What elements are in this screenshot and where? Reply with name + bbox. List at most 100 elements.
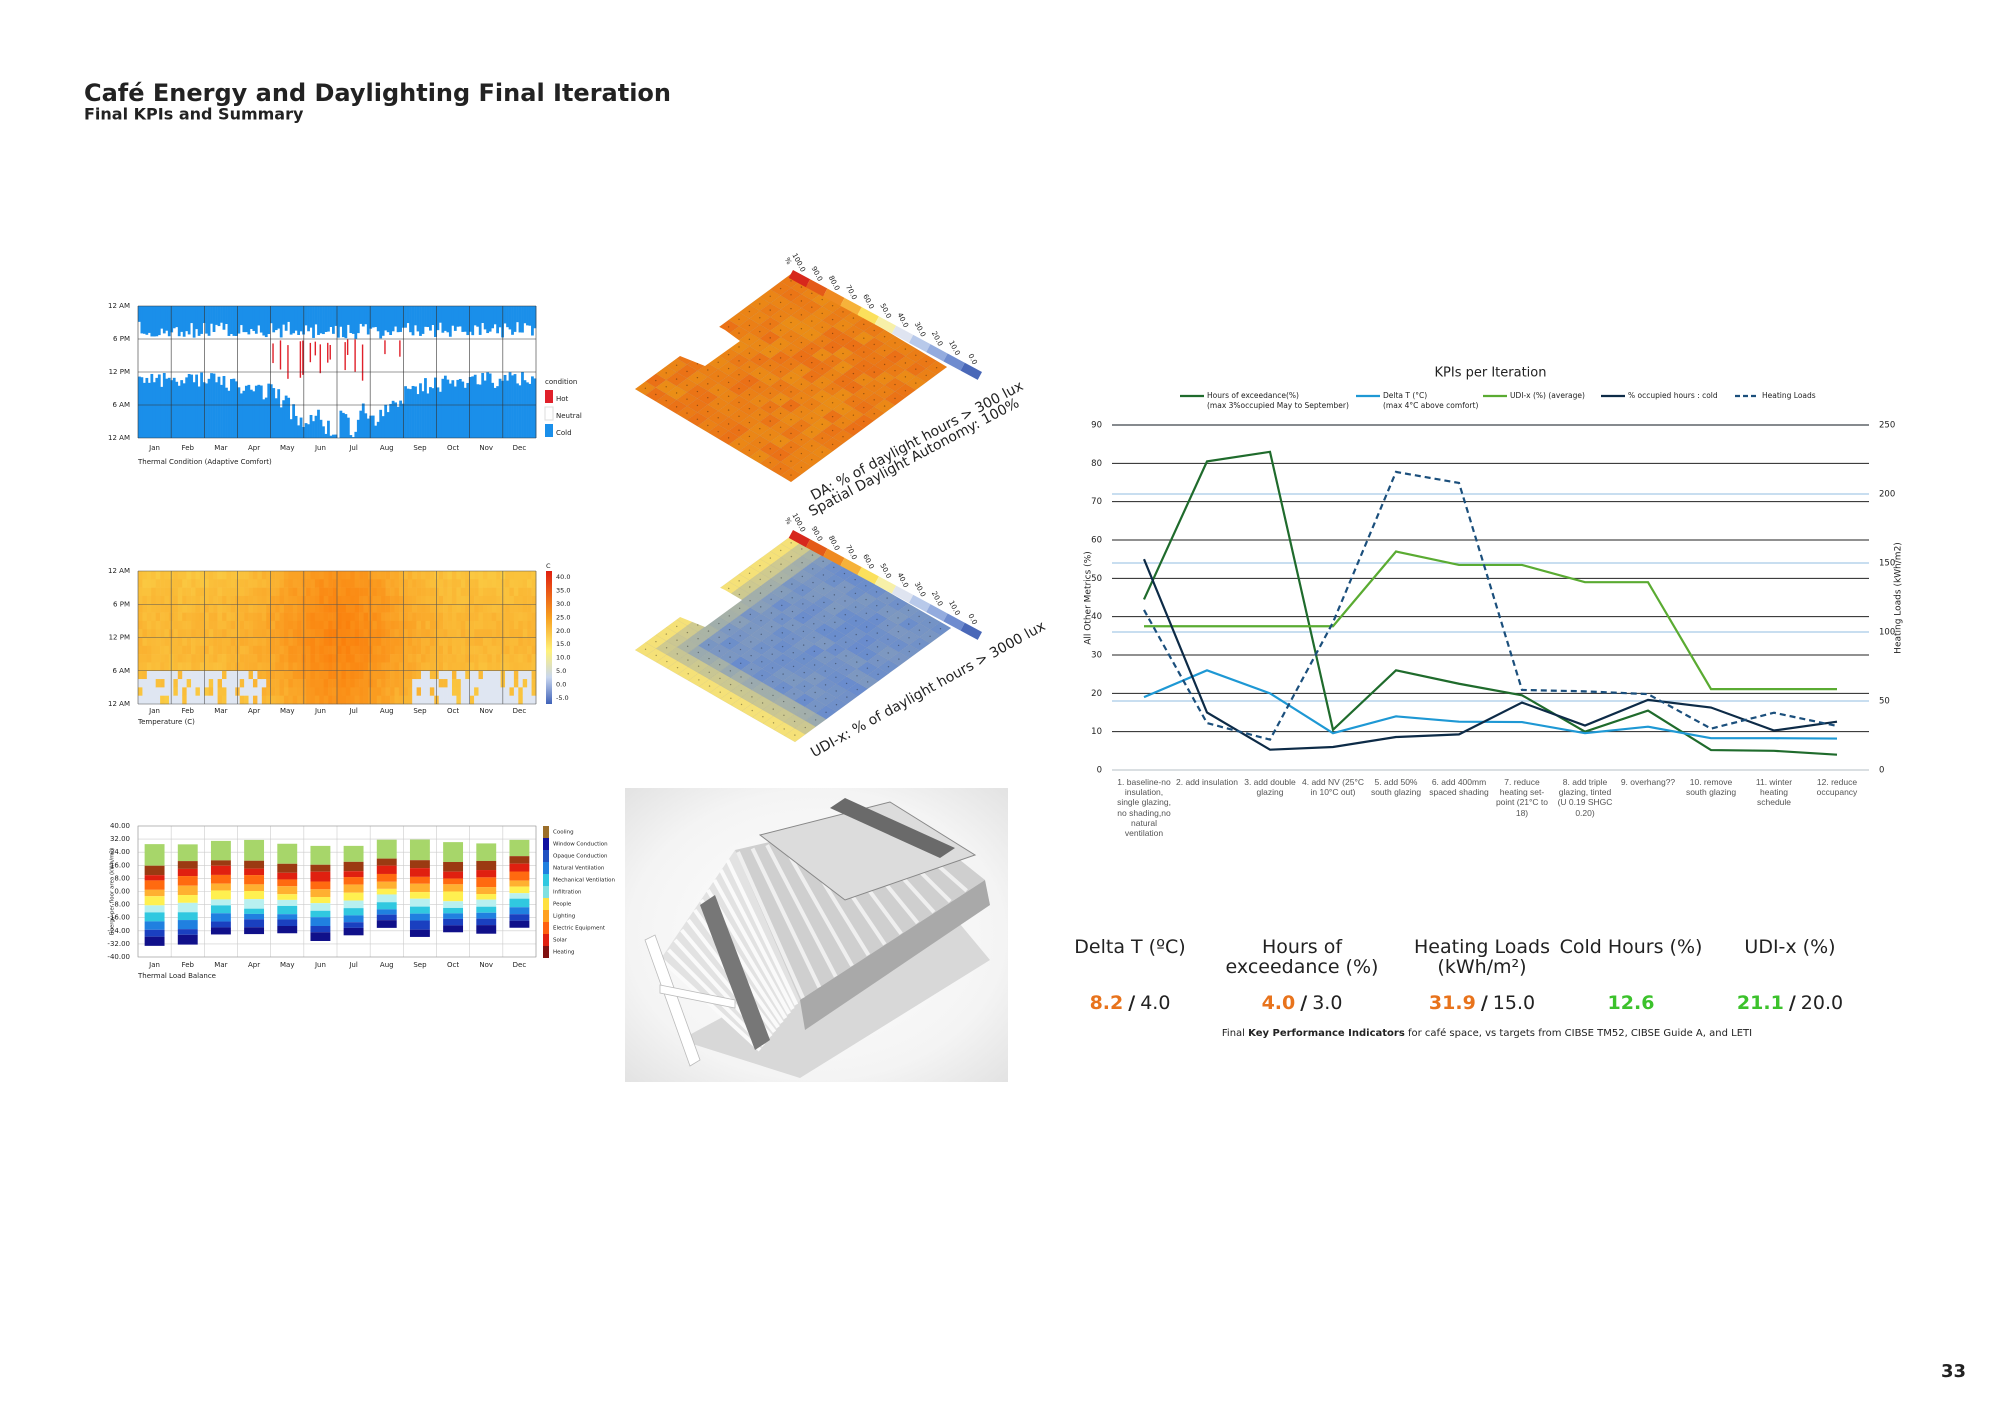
x-tick-label: 10. remove south glazing bbox=[1685, 777, 1737, 798]
cold-hours bbox=[523, 306, 527, 324]
heat-cell bbox=[456, 654, 462, 663]
heat-cell bbox=[451, 587, 457, 597]
y-axis-title: All Other Metrics (%) bbox=[1084, 551, 1094, 645]
cold-hours bbox=[431, 306, 435, 326]
cold-hours bbox=[247, 384, 251, 438]
heat-cell bbox=[447, 645, 453, 655]
heat-cell bbox=[323, 612, 329, 622]
load-segment bbox=[409, 883, 430, 893]
cell-dot bbox=[727, 437, 730, 439]
cell-dot bbox=[800, 341, 803, 344]
heat-cell bbox=[328, 637, 333, 647]
cell-dot bbox=[833, 580, 835, 582]
heat-cell bbox=[257, 604, 263, 613]
y-tick-label: -32.00 bbox=[107, 940, 130, 948]
heat-cell bbox=[425, 595, 431, 605]
cold-hours bbox=[317, 409, 320, 438]
cell-dot bbox=[779, 371, 782, 373]
cell-dot bbox=[759, 330, 761, 333]
heat-cell bbox=[385, 587, 391, 597]
heat-cell bbox=[531, 629, 537, 638]
heat-cell bbox=[496, 629, 501, 638]
cell-dot bbox=[779, 287, 782, 290]
heat-cell bbox=[390, 687, 395, 696]
heat-cell bbox=[261, 654, 267, 663]
cell-dot bbox=[873, 399, 875, 401]
heat-cell bbox=[204, 629, 210, 638]
color-bar-step bbox=[840, 557, 862, 576]
cold-hours bbox=[299, 417, 303, 438]
cold-hours bbox=[458, 378, 462, 438]
kpi-header: Heating Loads (kWh/m²) bbox=[1414, 936, 1550, 978]
cell-dot bbox=[877, 659, 879, 662]
scale-label: 60.0 bbox=[861, 553, 875, 571]
heat-cell bbox=[527, 629, 532, 638]
heat-cell bbox=[186, 695, 192, 705]
heat-cell bbox=[151, 629, 156, 638]
cell-dot bbox=[863, 379, 865, 381]
cold-hours bbox=[458, 306, 462, 327]
month-label: Oct bbox=[447, 444, 459, 452]
heat-cell bbox=[372, 654, 378, 663]
heat-cell bbox=[323, 654, 329, 663]
chart-caption: Thermal Load Balance bbox=[137, 972, 216, 980]
heat-cell bbox=[474, 695, 479, 705]
heat-cell bbox=[451, 595, 457, 605]
cell-dot bbox=[844, 586, 846, 588]
heat-cell bbox=[248, 579, 254, 588]
heat-cell bbox=[275, 571, 280, 580]
heat-cell bbox=[390, 662, 395, 672]
heat-cell bbox=[283, 612, 289, 622]
heat-cell bbox=[527, 679, 532, 688]
cell-dot bbox=[801, 548, 803, 550]
cell-dot bbox=[886, 624, 889, 627]
heat-cell bbox=[491, 662, 497, 672]
month-label: Jun bbox=[314, 707, 326, 715]
heat-cell bbox=[283, 637, 289, 647]
heat-cell bbox=[509, 595, 515, 605]
heat-cell bbox=[509, 695, 515, 705]
heat-cell bbox=[332, 595, 338, 605]
heat-cell bbox=[146, 595, 152, 605]
heat-cell bbox=[381, 587, 386, 597]
heat-cell bbox=[217, 595, 223, 605]
louver bbox=[779, 840, 854, 967]
heat-cell bbox=[199, 687, 205, 696]
y-tick-label: 6 AM bbox=[112, 401, 130, 409]
cold-hours bbox=[396, 306, 400, 333]
heat-cell bbox=[173, 695, 179, 705]
cell-dot bbox=[708, 657, 710, 660]
heat-cell bbox=[195, 662, 201, 672]
heat-cell bbox=[363, 595, 369, 605]
heat-cell bbox=[270, 587, 276, 597]
cold-hours bbox=[406, 306, 410, 324]
heat-cell bbox=[195, 637, 201, 647]
cold-hours bbox=[267, 306, 271, 335]
heat-cell bbox=[381, 637, 386, 647]
heat-cell bbox=[164, 654, 170, 663]
cell-dot bbox=[698, 679, 700, 681]
heat-cell bbox=[390, 629, 395, 638]
heat-cell bbox=[151, 687, 156, 696]
cold-hours bbox=[249, 306, 253, 329]
cold-hours bbox=[279, 306, 283, 338]
heat-cell bbox=[451, 629, 457, 638]
cell-dot bbox=[770, 598, 772, 600]
heat-cell bbox=[328, 670, 333, 680]
cell-dot bbox=[748, 380, 751, 382]
heat-cell bbox=[191, 645, 196, 655]
cell-dot bbox=[738, 443, 740, 445]
cell-dot bbox=[738, 374, 740, 376]
cold-hours bbox=[488, 306, 492, 332]
load-segment bbox=[177, 895, 198, 903]
cell-dot bbox=[894, 342, 896, 344]
heat-cell bbox=[487, 637, 493, 647]
cold-hours bbox=[257, 384, 261, 438]
cold-hours bbox=[287, 397, 291, 438]
kpi-actual: 31.9 bbox=[1428, 992, 1476, 1014]
heat-cell bbox=[244, 587, 249, 597]
cold-hours bbox=[235, 381, 238, 438]
heat-cell bbox=[438, 679, 444, 688]
heat-cell bbox=[398, 629, 404, 638]
heat-cell bbox=[385, 629, 391, 638]
